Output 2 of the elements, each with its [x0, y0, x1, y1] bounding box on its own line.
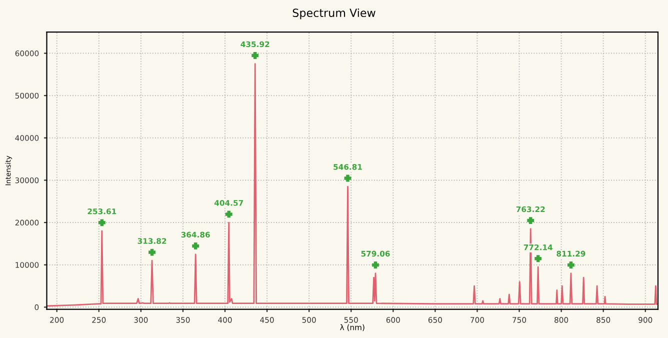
line-series [46, 63, 658, 307]
chart-title: Spectrum View [292, 8, 376, 20]
